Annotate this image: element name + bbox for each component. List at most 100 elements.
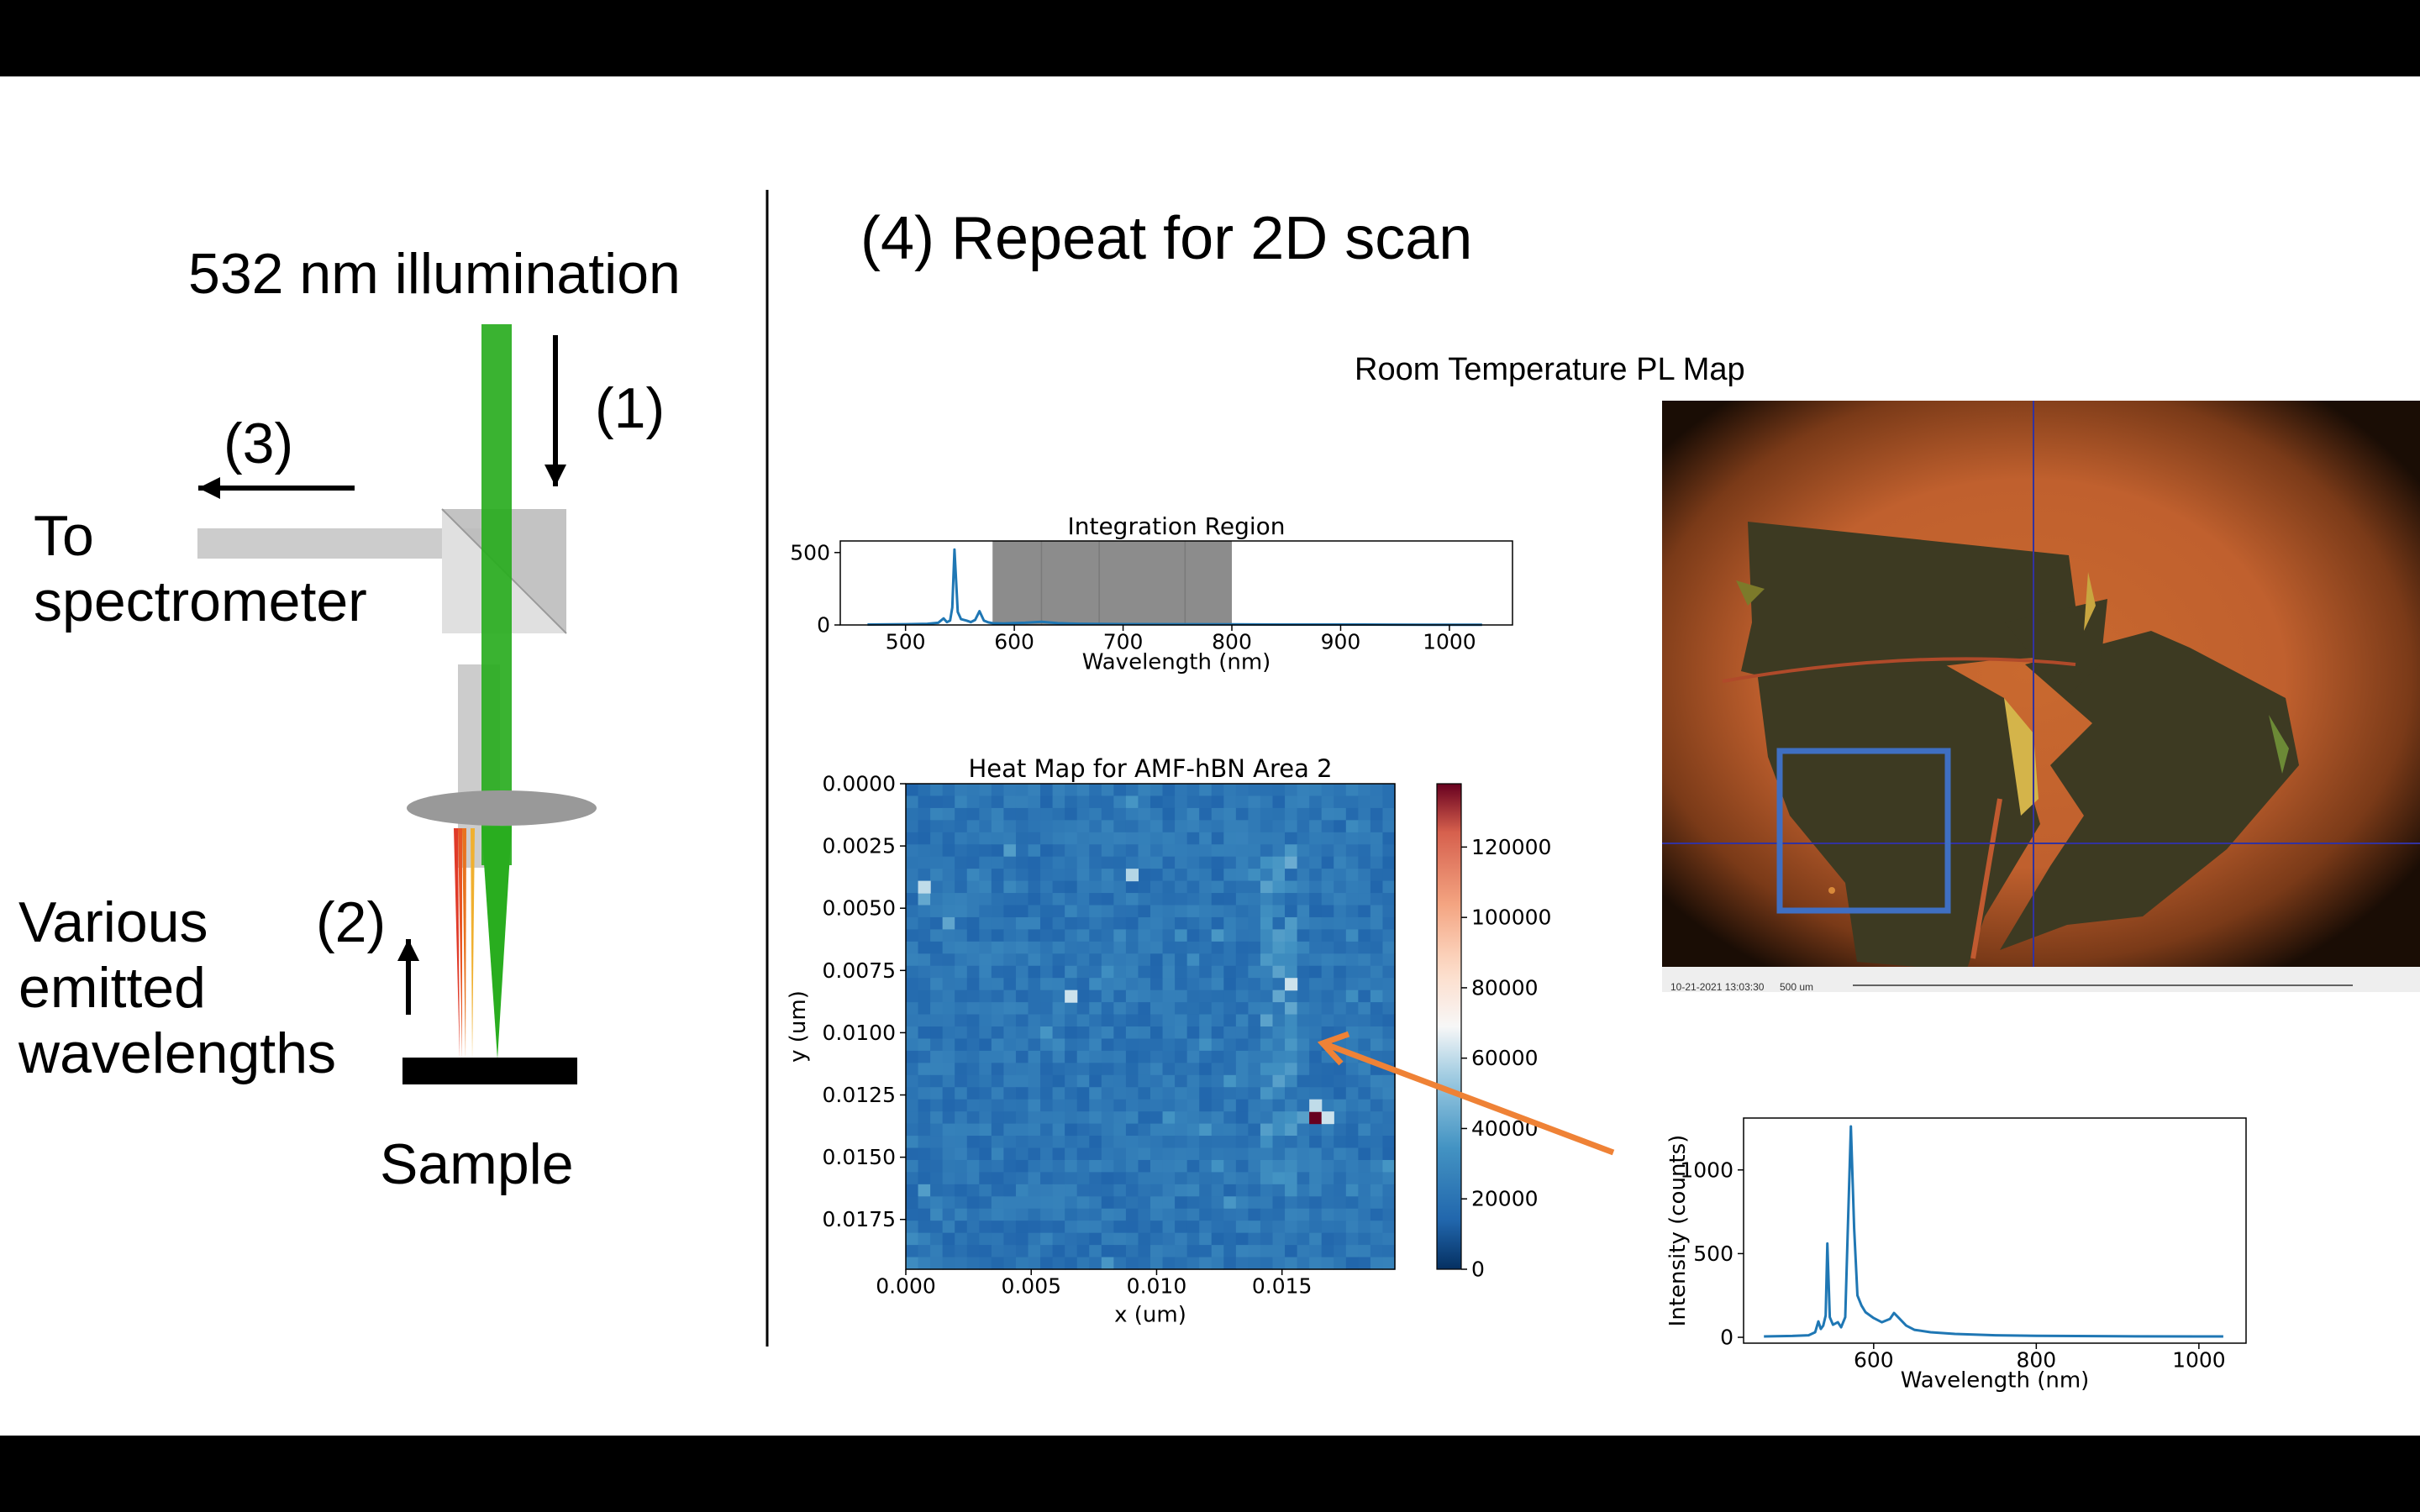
heatmap-cell (966, 784, 980, 797)
scan-heading: (4) Repeat for 2D scan (860, 205, 1473, 272)
heatmap-cell (1150, 784, 1164, 797)
heatmap-cell (1089, 880, 1102, 894)
heatmap-cell (1015, 795, 1029, 809)
heatmap-cell (991, 844, 1004, 858)
heatmap-cell (1358, 953, 1371, 967)
heatmap-cell (1052, 1208, 1065, 1221)
heatmap-cell (1076, 953, 1090, 967)
heatmap-cell (1028, 1063, 1041, 1076)
heatmap-cell (1334, 965, 1347, 979)
heatmap-cell (1223, 929, 1237, 942)
heatmap-cell (991, 929, 1004, 942)
heatmap-cell (1162, 807, 1176, 821)
heatmap-cell (1199, 880, 1213, 894)
heatmap-cell (1125, 965, 1139, 979)
heatmap-cell (1260, 1123, 1274, 1137)
heatmap-cell (1040, 965, 1054, 979)
heatmap-cell (1003, 1087, 1017, 1100)
heatmap-cell (1138, 880, 1151, 894)
heatmap-cell (1235, 1221, 1249, 1234)
heatmap-cell (1003, 916, 1017, 930)
heatmap-cell (1186, 1208, 1200, 1221)
heatmap-cell (1015, 1136, 1029, 1149)
heatmap-cell (1162, 893, 1176, 906)
heatmap-cell (1199, 1123, 1213, 1137)
heatmap-cell (991, 893, 1004, 906)
heatmap-cell (1101, 965, 1114, 979)
heatmap-cell (1028, 990, 1041, 1003)
heatmap-cell (955, 795, 968, 809)
heatmap-cell (942, 990, 955, 1003)
heatmap-cell (1003, 1245, 1017, 1258)
heatmap-cell (1186, 1196, 1200, 1210)
heatmap-cell (1297, 1074, 1310, 1088)
heatmap-cell (1260, 869, 1274, 882)
heatmap-cell (1065, 1002, 1078, 1016)
heatmap-cell (1235, 1208, 1249, 1221)
heatmap-cell (979, 1002, 992, 1016)
heatmap-cell (1382, 905, 1396, 918)
heatmap-cell (1382, 1232, 1396, 1246)
heatmap-cell (1345, 1257, 1359, 1270)
heatmap-cell (1101, 905, 1114, 918)
heatmap-cell (1334, 1232, 1347, 1246)
heatmap-cell (942, 1196, 955, 1210)
heatmap (906, 784, 1396, 1270)
heatmap-cell (1028, 1196, 1041, 1210)
heatmap-cell (1334, 807, 1347, 821)
heatmap-cell (979, 820, 992, 833)
heatmap-cell (1003, 1208, 1017, 1221)
heatmap-cell (918, 941, 931, 954)
heatmap-cell (1065, 1184, 1078, 1197)
heatmap-cell (1358, 869, 1371, 882)
heatmap-cell (942, 929, 955, 942)
heatmap-cell (1199, 941, 1213, 954)
heatmap-cell (930, 1208, 944, 1221)
heatmap-cell (1175, 1050, 1188, 1063)
heatmap-cell (1089, 1136, 1102, 1149)
heatmap-cell (955, 1123, 968, 1137)
heatmap-cell (1211, 832, 1224, 845)
heatmap-cell (1028, 1221, 1041, 1234)
heatmap-cell (1003, 990, 1017, 1003)
heatmap-cell (1065, 1074, 1078, 1088)
heatmap-cell (1076, 893, 1090, 906)
heatmap-cell (979, 1123, 992, 1137)
heatmap-cell (1272, 1099, 1286, 1112)
flake-green-edge-1 (1736, 580, 1765, 606)
heatmap-cell (1272, 869, 1286, 882)
arrow-step-1-head (544, 465, 566, 486)
heatmap-cell (1285, 1196, 1298, 1210)
heatmap-cell (1138, 1221, 1151, 1234)
heatmap-cell (966, 1074, 980, 1088)
heatmap-cell (991, 784, 1004, 797)
heatmap-cell (1040, 856, 1054, 869)
heatmap-cell (906, 1208, 919, 1221)
heatmap-cell (1101, 929, 1114, 942)
heatmap-cell (1358, 893, 1371, 906)
heatmap-cell (1223, 856, 1237, 869)
heatmap-cell (1260, 784, 1274, 797)
heatmap-cell (1150, 1087, 1164, 1100)
heatmap-cell (991, 1196, 1004, 1210)
heatmap-cell (918, 807, 931, 821)
heatmap-cell (1260, 1087, 1274, 1100)
heatmap-cell (930, 1123, 944, 1137)
heatmap-cell (1138, 784, 1151, 797)
heatmap-cell (1076, 1087, 1090, 1100)
heatmap-cell (1138, 1147, 1151, 1161)
heatmap-cell (1015, 1087, 1029, 1100)
heatmap-cell (1138, 1002, 1151, 1016)
heatmap-cell (1003, 1063, 1017, 1076)
heatmap-cell (1138, 1111, 1151, 1125)
heatmap-cell (1101, 1026, 1114, 1040)
heatmap-cell (1297, 856, 1310, 869)
emitted-line2: emitted (18, 956, 206, 1020)
heatmap-cell (1101, 1050, 1114, 1063)
heatmap-cell (1040, 916, 1054, 930)
heatmap-cell (1334, 1172, 1347, 1185)
heatmap-cell (1089, 1123, 1102, 1137)
heatmap-cell (1015, 1038, 1029, 1052)
heatmap-cell (1297, 965, 1310, 979)
heatmap-cell (1113, 1221, 1127, 1234)
